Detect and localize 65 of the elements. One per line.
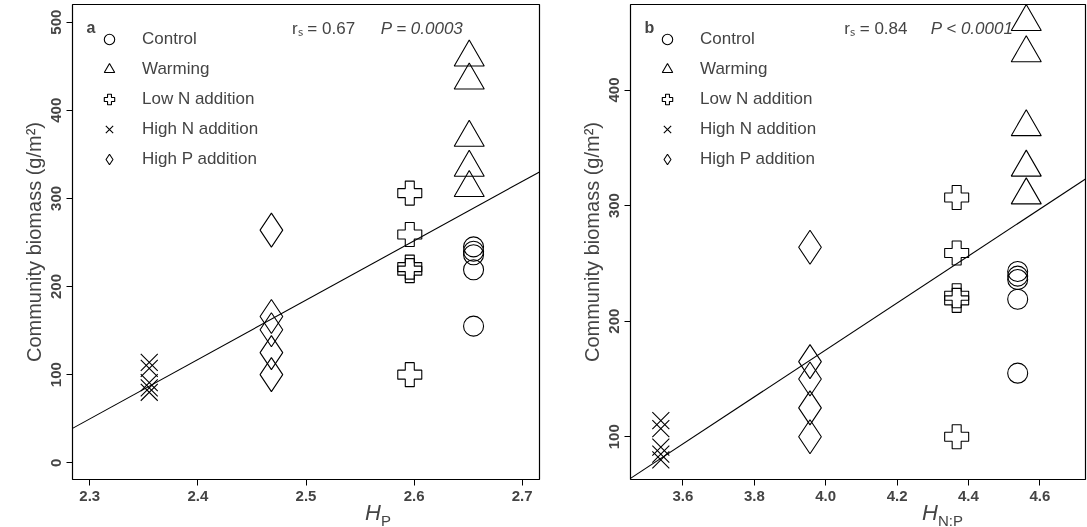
legend-label: Low N addition (700, 88, 813, 110)
x-tick-label: 4.2 (886, 486, 908, 504)
point (651, 411, 670, 430)
y-tick-label: 100 (605, 424, 623, 450)
x-tick-label: 4.0 (815, 486, 837, 504)
point (140, 373, 159, 392)
point (1010, 35, 1042, 63)
legend-label: Control (700, 28, 755, 50)
legend-label: Warming (142, 58, 210, 80)
y-tick-label: 400 (605, 77, 623, 103)
point (397, 362, 423, 388)
point (651, 419, 670, 438)
y-tick-label: 500 (47, 9, 65, 35)
y-axis-title: Community biomass (g/m²) (580, 121, 603, 363)
x-tick-label: 4.6 (1029, 486, 1051, 504)
legend-label: High P addition (700, 148, 815, 170)
point (397, 221, 423, 248)
x-tick-label: 2.7 (511, 486, 533, 504)
point (463, 259, 485, 281)
y-tick-label: 200 (605, 308, 623, 334)
point (651, 450, 670, 469)
legend-label: High P addition (142, 148, 257, 170)
x-tick-label: 3.6 (672, 486, 694, 504)
y-tick-label: 100 (47, 362, 65, 388)
y-tick-label: 300 (47, 185, 65, 211)
x-tick-label: 4.4 (958, 486, 980, 504)
annotation: b (644, 18, 655, 36)
point (651, 438, 670, 457)
annotation: P < 0.0001 (930, 18, 1013, 38)
point (1007, 288, 1029, 310)
point (1010, 109, 1042, 137)
x-tick-label: 3.8 (743, 486, 765, 504)
annotation: P = 0.0003 (380, 18, 464, 38)
point (944, 424, 970, 450)
annotation: a (86, 18, 96, 36)
point (651, 445, 670, 464)
point (140, 383, 159, 402)
point (397, 180, 423, 206)
point (1010, 4, 1042, 32)
x-tick-label: 2.4 (187, 486, 209, 504)
point (463, 315, 485, 337)
point (140, 353, 159, 372)
x-tick-label: 2.3 (79, 486, 101, 504)
y-tick-label: 0 (47, 458, 65, 467)
point (1007, 362, 1029, 384)
point (944, 240, 970, 266)
y-axis-title: Community biomass (g/m²) (22, 121, 45, 363)
annotation: rₛ = 0.67 (291, 18, 356, 38)
x-tick-label: 2.5 (295, 486, 317, 504)
annotation: rₛ = 0.84 (844, 18, 908, 38)
point (944, 184, 970, 211)
x-tick-label: 2.6 (403, 486, 425, 504)
point (140, 378, 159, 397)
point (453, 39, 485, 67)
legend-label: Control (142, 28, 197, 50)
legend-label: Low N addition (142, 88, 255, 110)
legend-label: Warming (700, 58, 768, 80)
y-tick-label: 400 (47, 97, 65, 123)
y-tick-label: 200 (47, 273, 65, 300)
point (1007, 260, 1029, 282)
legend-label: High N addition (700, 118, 817, 140)
y-tick-label: 300 (605, 193, 623, 219)
legend-label: High N addition (142, 118, 259, 140)
point (453, 62, 485, 90)
point (140, 359, 159, 378)
